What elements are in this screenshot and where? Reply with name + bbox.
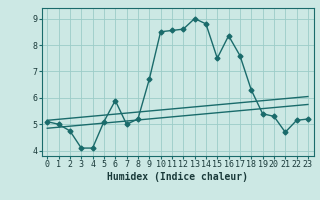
X-axis label: Humidex (Indice chaleur): Humidex (Indice chaleur) — [107, 172, 248, 182]
